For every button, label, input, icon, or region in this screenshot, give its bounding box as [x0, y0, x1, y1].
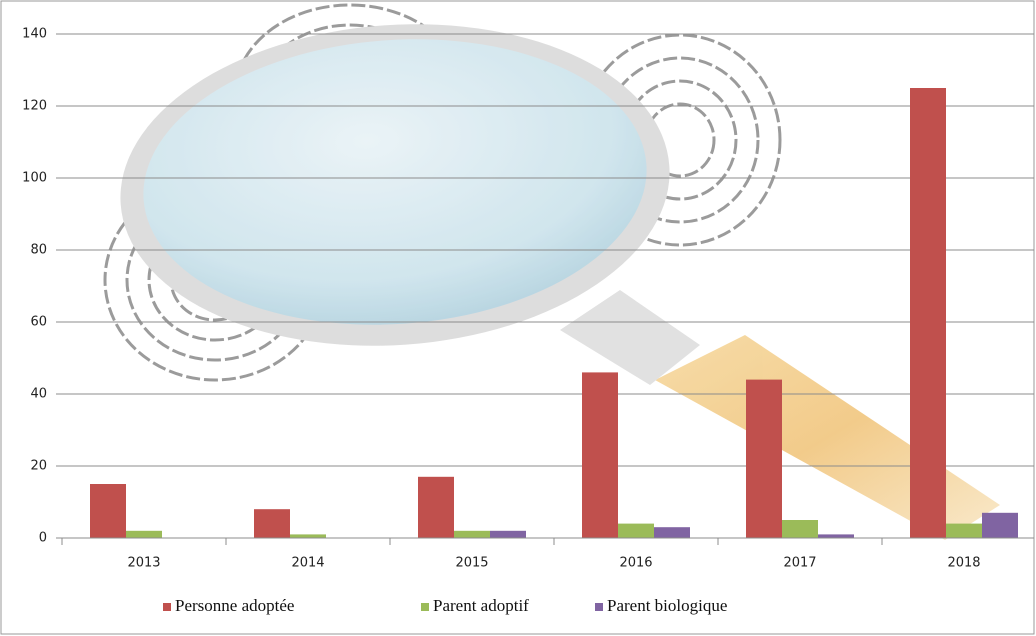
bar [782, 520, 818, 538]
y-tick-label: 60 [30, 315, 47, 330]
legend-swatch [595, 603, 603, 611]
x-tick-label: 2017 [783, 556, 816, 571]
bar [582, 372, 618, 538]
chart: 0 20 40 60 80 100 120 140 2013 2014 2015 2016 2017 20… [0, 0, 1036, 636]
bar [982, 513, 1018, 538]
legend-swatch [163, 603, 171, 611]
bar [654, 527, 690, 538]
y-tick-label: 0 [39, 531, 47, 546]
y-tick-label: 80 [30, 243, 47, 258]
bar [746, 380, 782, 538]
bar [90, 484, 126, 538]
y-tick-label: 140 [22, 27, 47, 42]
bar [454, 531, 490, 538]
bar [418, 477, 454, 538]
x-tick-label: 2013 [127, 556, 160, 571]
legend-label: Parent adoptif [433, 596, 529, 615]
legend-label: Personne adoptée [175, 596, 294, 615]
y-tick-label: 120 [22, 99, 47, 114]
legend-label: Parent biologique [607, 596, 727, 615]
x-tick-label: 2015 [455, 556, 488, 571]
legend-swatch [421, 603, 429, 611]
y-tick-label: 40 [30, 387, 47, 402]
bar [618, 524, 654, 538]
bar [490, 531, 526, 538]
page: 0 20 40 60 80 100 120 140 2013 2014 2015 2016 2017 20… [0, 0, 1036, 636]
x-tick-label: 2018 [947, 556, 980, 571]
bar [290, 534, 326, 538]
bar [910, 88, 946, 538]
bar [254, 509, 290, 538]
bar [818, 534, 854, 538]
bar [946, 524, 982, 538]
y-tick-label: 20 [30, 459, 47, 474]
y-tick-label: 100 [22, 171, 47, 186]
bar [126, 531, 162, 538]
x-tick-label: 2016 [619, 556, 652, 571]
x-tick-label: 2014 [291, 556, 324, 571]
